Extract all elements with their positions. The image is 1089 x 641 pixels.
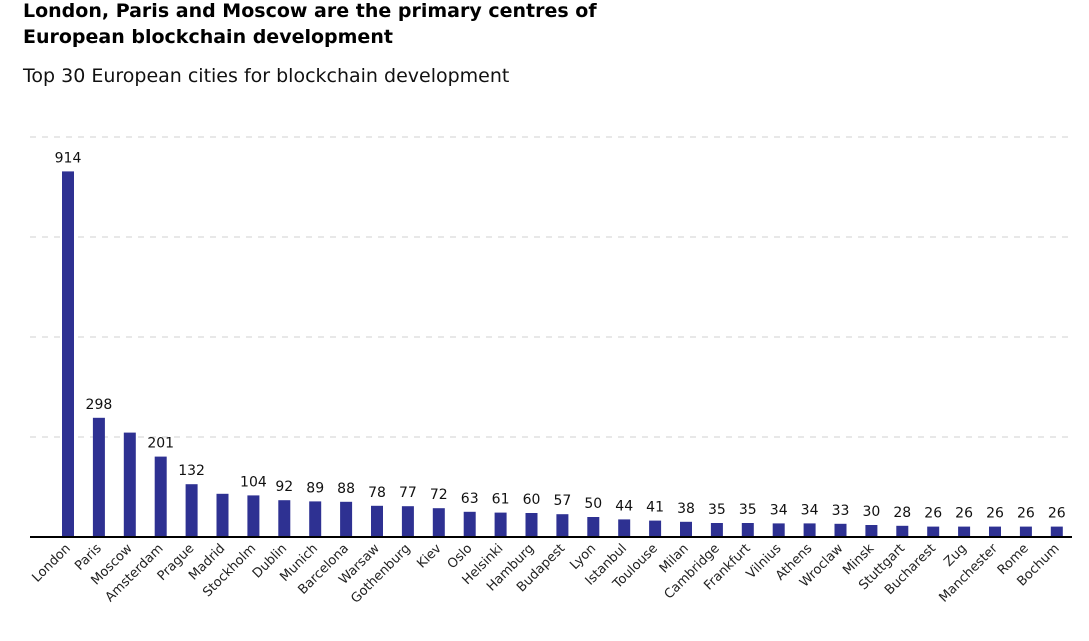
data-label: 104 xyxy=(240,474,267,490)
data-label: 33 xyxy=(832,503,850,519)
data-label: 28 xyxy=(893,505,911,521)
data-label: 89 xyxy=(306,480,324,496)
chart-subtitle: Top 30 European cities for blockchain de… xyxy=(23,65,510,87)
data-label: 60 xyxy=(523,492,541,508)
data-label: 26 xyxy=(1048,506,1066,522)
data-label: 77 xyxy=(399,485,417,501)
data-label: 26 xyxy=(924,506,942,522)
bar xyxy=(618,519,631,537)
bar xyxy=(587,517,600,537)
bar xyxy=(371,505,383,537)
bar xyxy=(92,417,105,537)
bar xyxy=(680,521,692,537)
bar xyxy=(772,523,785,537)
data-label: 34 xyxy=(770,502,788,518)
data-label: 26 xyxy=(955,506,973,522)
bar xyxy=(834,523,847,537)
data-label: 914 xyxy=(55,150,82,166)
bar xyxy=(309,501,322,537)
data-label: 34 xyxy=(801,502,819,518)
bar xyxy=(185,484,198,537)
x-tick-label: Manchester xyxy=(936,541,1001,606)
bar xyxy=(278,500,291,537)
bar xyxy=(62,171,74,537)
chart-title: London, Paris and Moscow are the primary… xyxy=(23,0,597,48)
x-tick-label: Kiev xyxy=(414,541,445,572)
data-label: 35 xyxy=(739,502,757,518)
bar xyxy=(432,508,445,537)
bar xyxy=(803,523,816,537)
bar xyxy=(494,512,507,537)
bar xyxy=(556,514,569,537)
bar xyxy=(896,525,909,537)
bar xyxy=(865,525,878,537)
data-label: 298 xyxy=(86,397,113,413)
x-tick-label: London xyxy=(30,541,74,585)
data-label: 132 xyxy=(178,463,205,479)
bar xyxy=(741,523,754,537)
bar xyxy=(927,526,940,537)
data-label: 35 xyxy=(708,502,726,518)
data-label: 201 xyxy=(147,436,174,452)
bar xyxy=(154,456,167,537)
data-label: 57 xyxy=(553,493,571,509)
data-label: 44 xyxy=(615,498,633,514)
bar xyxy=(989,526,1001,537)
bar xyxy=(710,523,723,537)
data-label: 61 xyxy=(492,492,510,508)
bar xyxy=(958,526,971,537)
bar xyxy=(123,432,136,537)
data-label: 26 xyxy=(1017,506,1035,522)
data-label: 63 xyxy=(461,491,479,507)
bar xyxy=(1050,526,1063,537)
bar xyxy=(463,511,476,537)
data-label: 50 xyxy=(584,496,602,512)
data-label: 26 xyxy=(986,506,1004,522)
bar xyxy=(340,501,353,537)
data-label: 38 xyxy=(677,501,695,517)
bar xyxy=(247,495,260,537)
bar xyxy=(649,520,662,537)
data-label: 92 xyxy=(275,479,293,495)
data-label: 88 xyxy=(337,481,355,497)
bar xyxy=(216,493,229,537)
data-label: 78 xyxy=(368,485,386,501)
bar xyxy=(401,506,414,537)
data-label: 41 xyxy=(646,500,664,516)
bar xyxy=(525,513,538,537)
data-label: 30 xyxy=(862,504,880,520)
bar xyxy=(1019,526,1032,537)
data-label: 72 xyxy=(430,487,448,503)
